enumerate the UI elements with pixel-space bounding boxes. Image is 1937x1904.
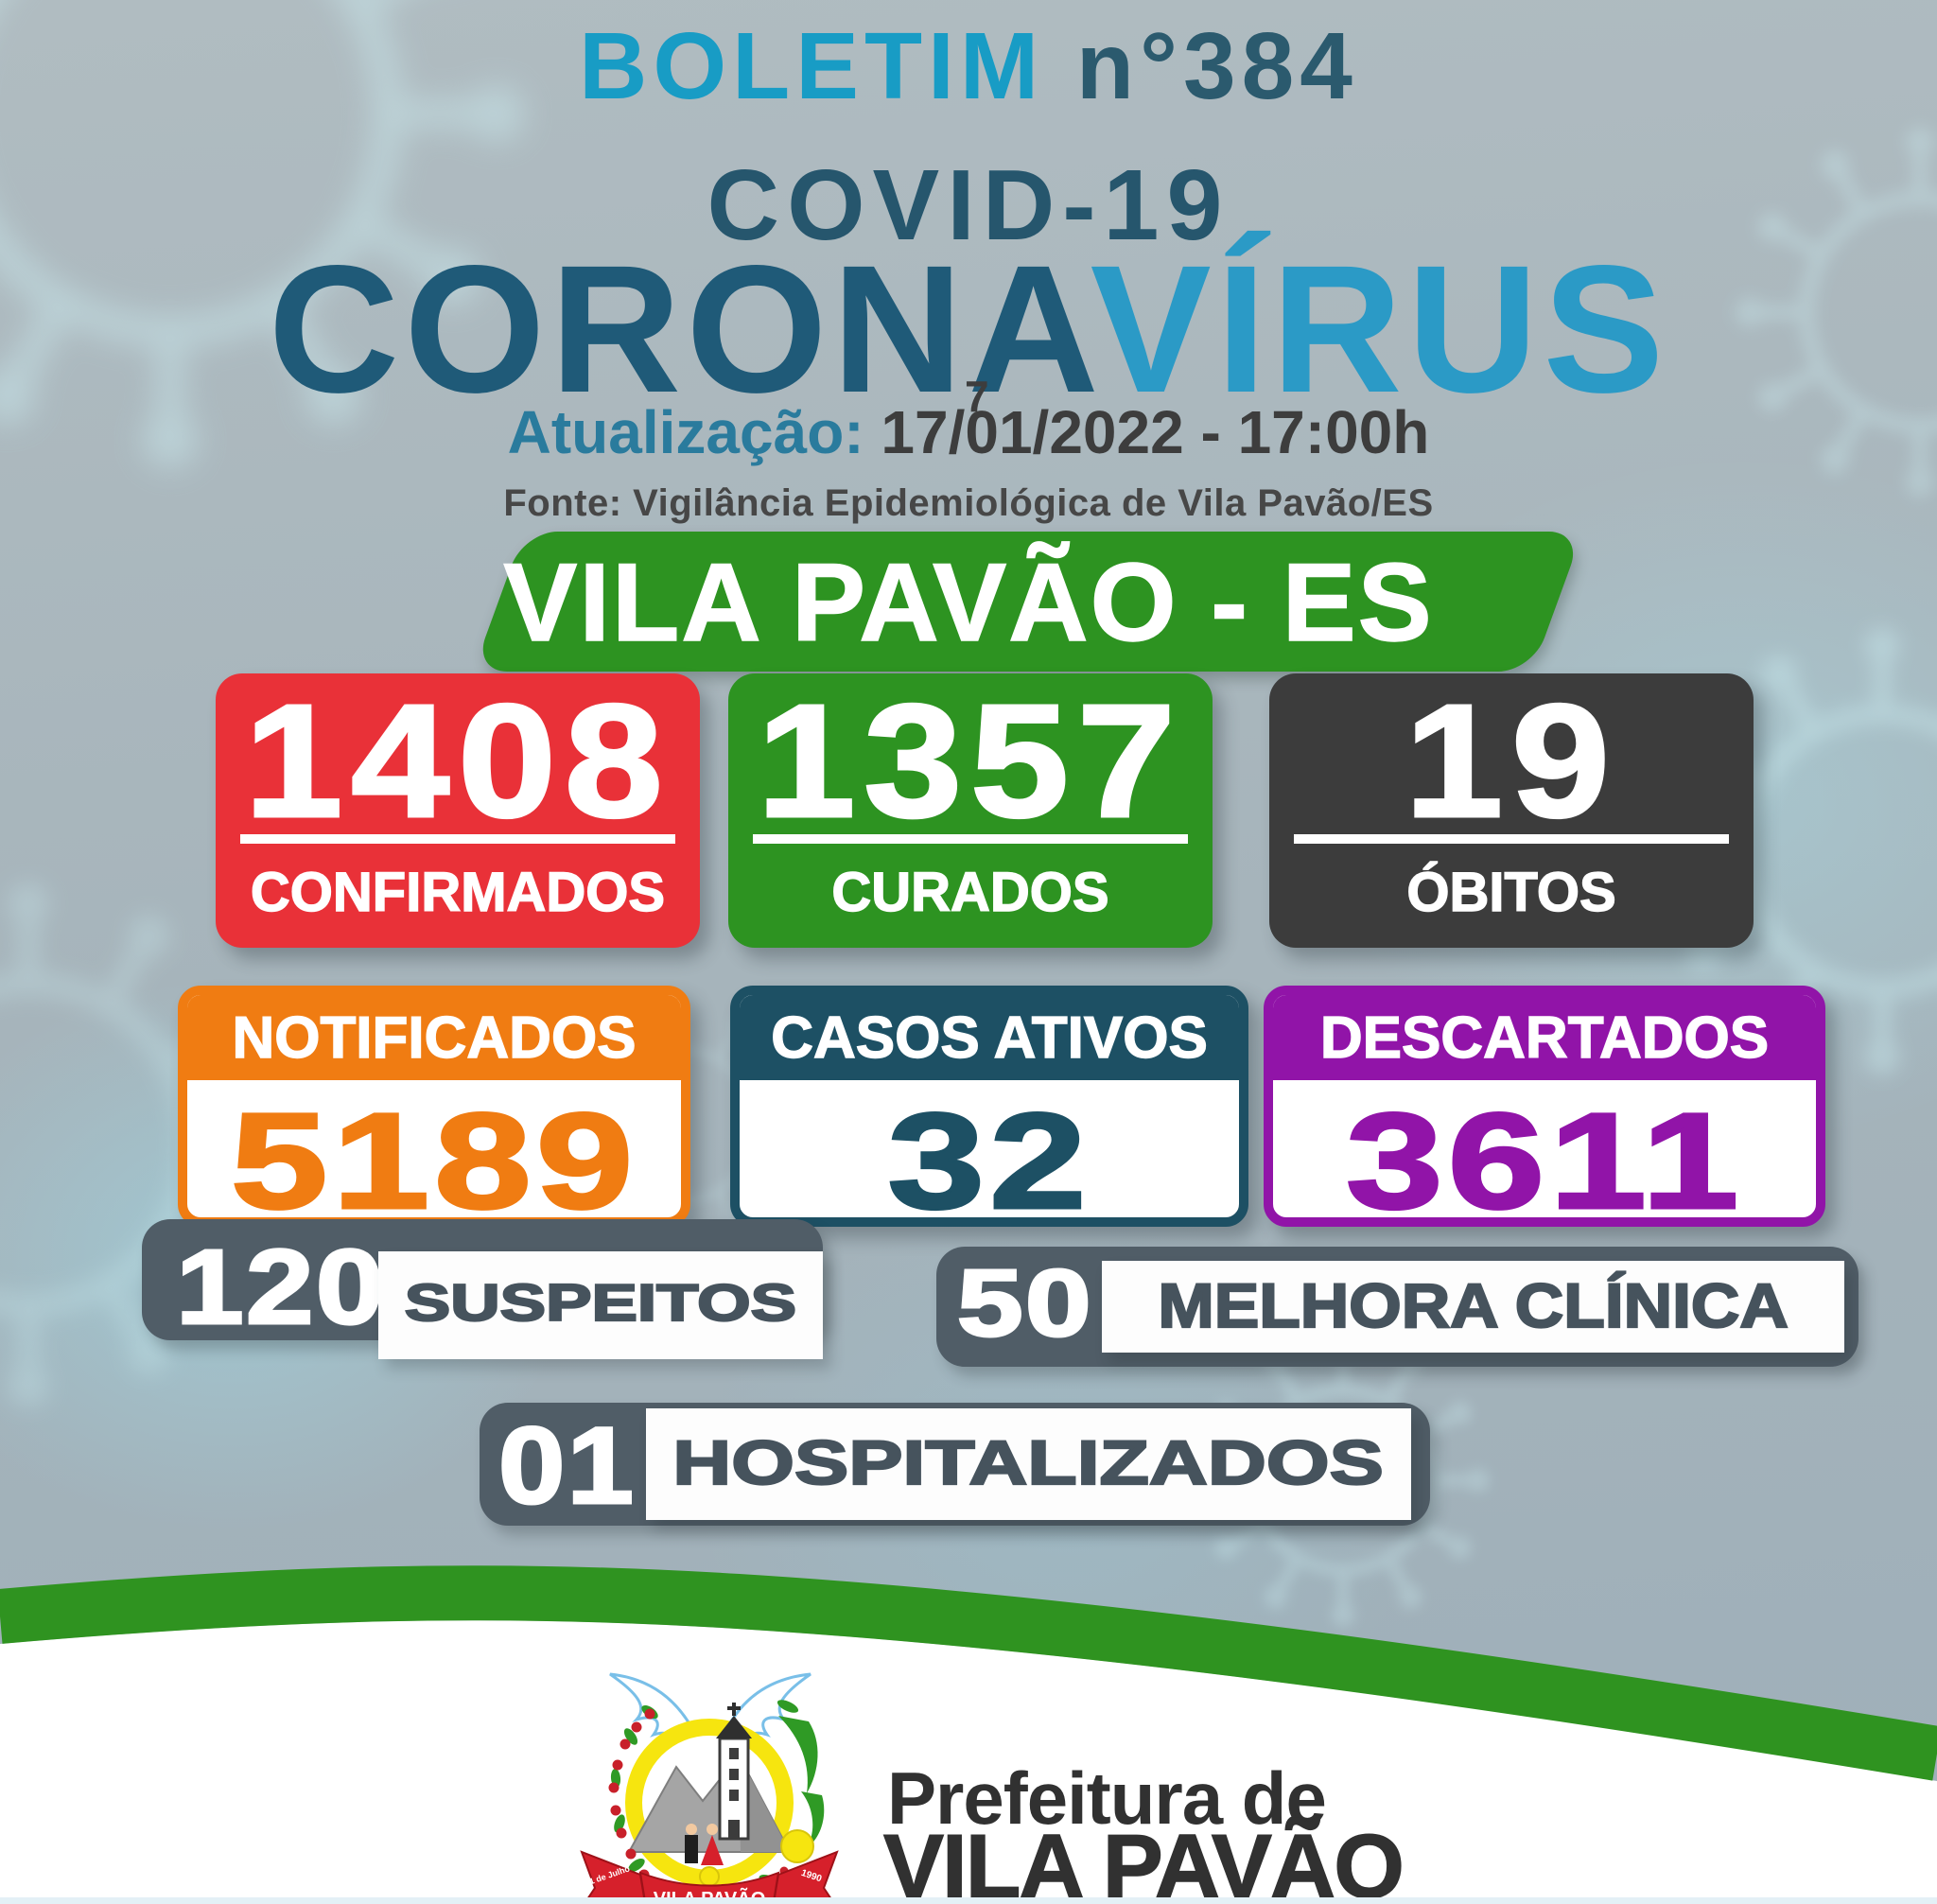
wave-white-area (0, 1620, 1937, 1904)
stat-card-curados: 1357 CURADOS (728, 673, 1213, 948)
card-divider (752, 834, 1189, 844)
source-line: Fonte: Vigilância Epidemiológica de Vila… (503, 482, 1434, 524)
hospitalizados-value: 01 (497, 1406, 637, 1527)
curados-label: CURADOS (831, 861, 1110, 923)
suspeitos-label-box: SUSPEITOS (378, 1251, 823, 1359)
update-line: Atualização: 17/01/2022 - 17:00h (0, 402, 1937, 463)
flower-icon (699, 1866, 720, 1887)
suspeitos-value: 120 (174, 1228, 386, 1346)
obitos-label: ÓBITOS (1406, 861, 1617, 923)
info-card-casos-ativos: CASOS ATIVOS 32 (730, 986, 1248, 1227)
curados-value: 1357 (756, 672, 1184, 851)
notificados-label: NOTIFICADOS (187, 995, 681, 1080)
wreath-left-icon (608, 1704, 658, 1880)
stat-card-confirmados: 1408 CONFIRMADOS (216, 673, 700, 948)
descartados-label: DESCARTADOS (1273, 995, 1816, 1080)
bottom-edge-strip (0, 1897, 1937, 1904)
bulletin-number: n°384 (1044, 13, 1358, 119)
notificados-value: 5189 (229, 1085, 638, 1227)
info-card-notificados: NOTIFICADOS 5189 (178, 986, 690, 1227)
card-divider (1293, 834, 1730, 844)
info-card-descartados: DESCARTADOS 3611 (1264, 986, 1825, 1227)
church-icon (716, 1703, 752, 1841)
location-banner-label: VILA PAVÃO - ES (503, 540, 1434, 664)
descartados-value: 3611 (1344, 1085, 1744, 1227)
prefeitura-seal: 01 de Julho 1990 VILA PAVÃO (580, 1672, 839, 1904)
org-name-line1: Prefeitura de (887, 1756, 1327, 1840)
footer-wave (0, 1565, 1937, 1904)
virus-text: VÍRUS (1090, 227, 1669, 430)
hospitalizados-label-box: HOSPITALIZADOS (646, 1408, 1411, 1520)
confirmados-label: CONFIRMADOS (250, 861, 666, 923)
bulletin-title: BOLETIM n°384 (0, 19, 1937, 114)
update-label: Atualização: (507, 398, 881, 466)
confirmados-value: 1408 (243, 672, 672, 851)
suspeitos-label: SUSPEITOS (403, 1272, 797, 1333)
stat-card-obitos: 19 ÓBITOS (1269, 673, 1754, 948)
stray-digit: 7 (965, 372, 989, 421)
bulletin-word: BOLETIM (579, 13, 1045, 119)
card-divider (239, 834, 676, 844)
wave-green-band (0, 1565, 1937, 1781)
coronavirus-title: CORONAVÍRUS (0, 238, 1937, 420)
melhora-clinica-value: 50 (955, 1250, 1094, 1356)
melhora-clinica-label-box: MELHORA CLÍNICA (1102, 1261, 1844, 1353)
org-name-line2: VILA PAVÃO (882, 1816, 1405, 1904)
covid-label: COVID-19 (707, 149, 1230, 261)
casos-ativos-value: 32 (885, 1085, 1091, 1227)
melhora-clinica-label: MELHORA CLÍNICA (1157, 1269, 1789, 1341)
casos-ativos-label: CASOS ATIVOS (740, 995, 1239, 1080)
obitos-value: 19 (1404, 672, 1618, 851)
corona-text: CORONA (268, 227, 1091, 430)
update-value: 17/01/2022 - 17:00h (881, 398, 1430, 466)
pomeranian-couple-icon (685, 1824, 724, 1865)
hospitalizados-label: HOSPITALIZADOS (672, 1426, 1385, 1498)
